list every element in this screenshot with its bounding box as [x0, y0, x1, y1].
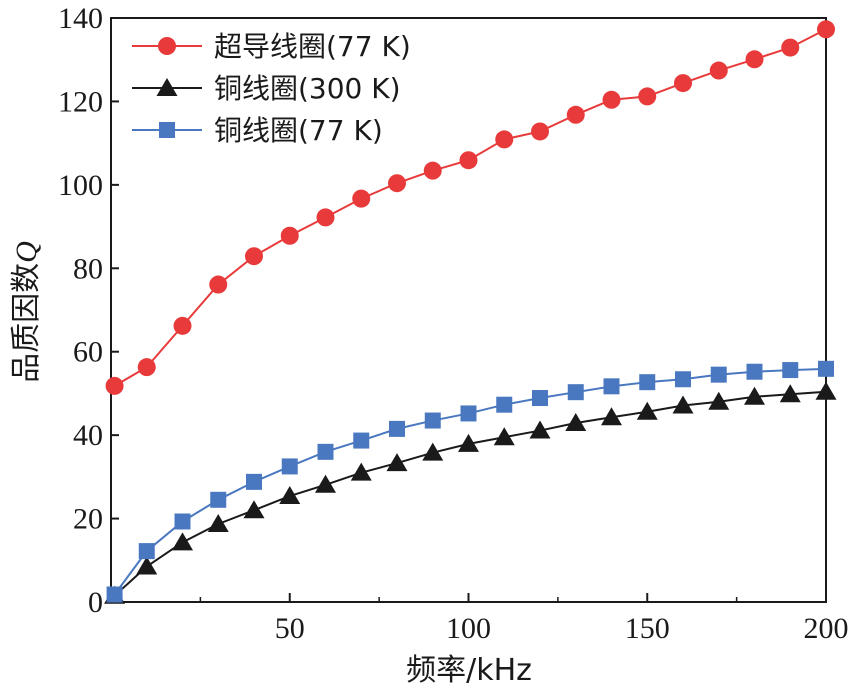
y-tick-label: 60 — [73, 336, 103, 369]
data-point — [567, 384, 584, 401]
x-tick-label: 100 — [446, 612, 491, 645]
legend-label: 铜线圈(77 K) — [214, 114, 383, 147]
data-point — [493, 427, 515, 446]
data-point — [207, 513, 229, 532]
y-tick-label: 20 — [73, 503, 103, 536]
data-point — [246, 473, 262, 490]
data-point — [744, 386, 765, 405]
y-tick-label: 120 — [58, 85, 103, 118]
legend-marker — [158, 37, 176, 55]
y-tick-label: 80 — [73, 252, 103, 285]
data-point — [105, 376, 124, 395]
data-point — [601, 407, 622, 426]
x-tick-label: 200 — [804, 612, 849, 645]
data-point — [708, 391, 730, 410]
data-point — [602, 90, 621, 109]
data-point — [353, 432, 370, 449]
legend-label: 超导线圈(77 K) — [214, 30, 411, 63]
x-tick-label: 150 — [625, 612, 670, 645]
x-tick-label: 50 — [275, 612, 305, 645]
data-point — [782, 362, 799, 379]
data-point — [709, 61, 728, 80]
data-point — [460, 405, 477, 422]
data-point — [817, 20, 835, 39]
data-point — [639, 374, 656, 391]
y-axis-title-text: 品质因数 — [9, 263, 44, 383]
data-point — [316, 208, 335, 227]
data-point — [531, 122, 549, 141]
data-point — [423, 161, 442, 180]
series-1 — [105, 20, 835, 395]
x-axis-title: 频率/kHz — [406, 653, 532, 688]
data-point — [675, 371, 691, 388]
data-point — [137, 358, 156, 377]
data-point — [280, 226, 299, 245]
series-3 — [106, 360, 834, 603]
data-point — [279, 486, 301, 505]
data-point — [672, 395, 694, 414]
data-point — [781, 38, 800, 57]
y-tick-label: 0 — [88, 586, 103, 619]
data-point — [459, 151, 478, 170]
data-point — [245, 247, 263, 266]
data-point — [210, 491, 227, 508]
data-point — [138, 543, 155, 560]
data-point — [674, 74, 692, 93]
data-point — [136, 556, 158, 575]
data-point — [209, 275, 228, 294]
legend-item: 铜线圈(77 K) — [132, 114, 383, 147]
legend-label: 铜线圈(300 K) — [214, 72, 401, 105]
legend-marker — [156, 78, 178, 96]
data-point — [317, 443, 334, 460]
data-point — [424, 412, 441, 429]
data-point — [495, 130, 514, 149]
data-point — [173, 316, 192, 335]
series-layer — [104, 20, 837, 604]
data-point — [388, 174, 406, 193]
data-point — [243, 500, 265, 519]
data-point — [106, 586, 123, 603]
data-point — [566, 105, 585, 124]
y-tick-label: 140 — [58, 2, 103, 35]
legend-marker — [159, 122, 175, 138]
data-point — [745, 50, 764, 69]
data-point — [281, 458, 298, 475]
legend: 超导线圈(77 K) 铜线圈(300 K) 铜线圈(77 K) — [132, 30, 411, 147]
y-axis-ticks: 0 20 40 60 80 100 120 140 — [58, 2, 119, 619]
data-point — [779, 384, 801, 403]
data-point — [710, 366, 727, 383]
y-axis-title-symbol: Q — [10, 241, 43, 263]
data-point — [458, 433, 479, 452]
y-tick-label: 100 — [58, 169, 103, 202]
data-point — [172, 532, 193, 551]
data-point — [496, 396, 513, 413]
data-point — [529, 420, 551, 439]
legend-item: 铜线圈(300 K) — [132, 72, 401, 105]
data-point — [603, 378, 620, 395]
data-point — [746, 363, 763, 380]
data-point — [315, 474, 336, 493]
y-axis-title: 品质因数Q — [9, 241, 44, 383]
data-point — [350, 462, 372, 481]
data-point — [532, 390, 548, 407]
x-axis-ticks: 50 100 150 200 — [199, 593, 849, 645]
y-tick-label: 40 — [73, 419, 103, 452]
data-point — [352, 189, 371, 208]
data-point — [638, 87, 657, 106]
series-2 — [104, 381, 837, 604]
data-point — [386, 453, 408, 472]
data-point — [174, 513, 191, 530]
data-point — [422, 442, 444, 461]
data-point — [565, 413, 587, 432]
data-point — [636, 401, 658, 420]
data-point — [818, 360, 834, 377]
data-point — [815, 381, 837, 400]
data-point — [389, 420, 405, 437]
legend-item: 超导线圈(77 K) — [132, 30, 411, 63]
